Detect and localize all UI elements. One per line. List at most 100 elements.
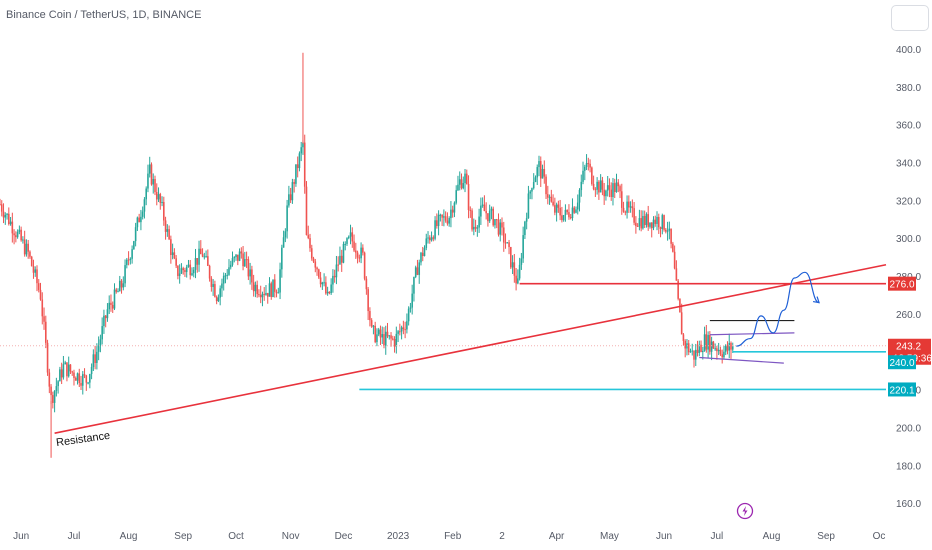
candle-body (254, 284, 257, 292)
candle-body (353, 241, 355, 251)
candle-body (645, 214, 648, 225)
candle-body (502, 227, 505, 243)
candle-body (263, 293, 266, 295)
candle-body (620, 191, 623, 208)
candle-body (624, 211, 627, 213)
candle-body (43, 316, 45, 322)
candle-body (473, 226, 475, 230)
candle-body (208, 265, 211, 279)
candle-body (659, 227, 662, 229)
wedge-upper-line[interactable] (709, 332, 795, 336)
candle-body (705, 334, 708, 350)
candle-body (423, 247, 426, 257)
candle-body (388, 335, 391, 337)
candle-body (231, 258, 234, 265)
x-tick-label: Feb (444, 531, 462, 542)
candle-body (37, 283, 40, 290)
candle-body (273, 279, 276, 292)
chart-settings-button[interactable] (891, 5, 929, 31)
candle-body (485, 211, 487, 214)
candle-body (73, 372, 75, 379)
x-tick-label: Sep (174, 531, 192, 542)
candle-body (407, 308, 410, 322)
candle-body (460, 179, 463, 189)
y-tick-label: 260.0 (896, 310, 921, 321)
candle-body (266, 293, 269, 297)
candle-body (377, 329, 380, 335)
x-tick-label: Oct (228, 531, 244, 542)
candle-body (693, 350, 695, 360)
candle-body (647, 214, 650, 227)
x-tick-label: 2023 (387, 531, 410, 542)
candle-body (64, 362, 66, 365)
candle-body (402, 327, 405, 330)
candle-body (256, 284, 258, 295)
x-tick-label: 2 (499, 531, 505, 542)
candle-body (520, 258, 523, 265)
candle-body (205, 256, 207, 258)
candle-body (437, 214, 440, 227)
candle-body (592, 183, 595, 190)
candle-body (316, 267, 318, 270)
candle-body (152, 179, 155, 185)
candle-body (326, 291, 329, 294)
candle-body (236, 254, 239, 261)
candle-body (15, 235, 17, 238)
candle-body (522, 235, 524, 259)
candle-body (393, 338, 396, 347)
candle-body (356, 252, 359, 258)
candle-body (730, 342, 732, 350)
candle-body (545, 176, 547, 195)
candle-body (467, 184, 470, 211)
candle-body (589, 163, 591, 168)
candle-body (436, 220, 438, 227)
candle-body (534, 177, 537, 183)
trendline[interactable] (54, 263, 887, 434)
candle-body (60, 369, 63, 378)
candle-body (101, 326, 103, 340)
candle-body (177, 265, 179, 276)
candle-body (129, 258, 132, 260)
candle-body (603, 189, 605, 197)
candle-body (492, 208, 495, 226)
candle-body (617, 182, 620, 187)
candle-body (182, 268, 184, 271)
projection-path[interactable] (736, 271, 820, 347)
candle-body (178, 273, 181, 276)
time-axis[interactable]: Jun Jul Aug Sep Oct Nov Dec 2023 Feb 2 Apr May Jun Ju… (13, 531, 885, 542)
candle-body (66, 362, 68, 377)
y-tick-label: 380.0 (896, 83, 921, 94)
y-tick-label: 360.0 (896, 121, 921, 132)
candle-body (302, 142, 304, 148)
candle-body (680, 312, 683, 335)
candle-body (481, 204, 484, 206)
candle-body (679, 298, 681, 313)
candle-body (29, 251, 31, 257)
candle-body (476, 227, 479, 229)
candle-body (374, 325, 376, 343)
wedge-lower-line[interactable] (699, 356, 784, 364)
candle-body (298, 153, 301, 169)
candle-body (657, 216, 660, 228)
candle-body (457, 184, 459, 191)
candle-body (71, 371, 74, 373)
candle-body (418, 262, 421, 275)
candle-body (279, 269, 281, 293)
candle-body (277, 292, 280, 294)
candle-body (62, 364, 65, 378)
candle-body (192, 269, 195, 274)
candle-body (550, 196, 553, 202)
candle-body (675, 268, 678, 281)
candle-body (536, 167, 539, 178)
candle-body (133, 241, 135, 250)
candle-body (513, 262, 516, 276)
candle-body (613, 183, 616, 192)
candle-body (207, 256, 209, 266)
candle-body (59, 369, 61, 382)
candle-body (229, 264, 232, 268)
candle-body (330, 284, 332, 294)
candle-body (122, 283, 125, 288)
candle-body (615, 182, 618, 192)
candle-body (108, 302, 111, 310)
